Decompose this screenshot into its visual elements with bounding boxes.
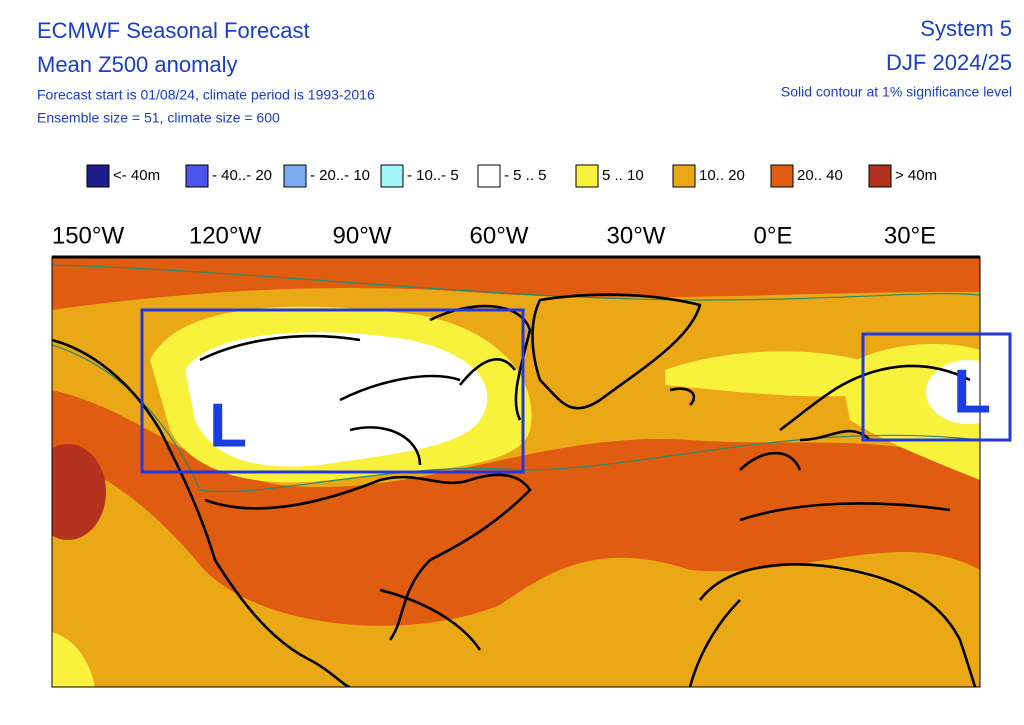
longitude-label: 60°W [470, 222, 529, 249]
legend-swatch [477, 164, 501, 188]
system: System 5 [920, 16, 1012, 41]
low-marker: L [209, 391, 247, 460]
contour-note: Solid contour at 1% significance level [781, 84, 1012, 100]
legend-label: - 5 .. 5 [504, 167, 547, 184]
map [52, 257, 980, 687]
longitude-label: 0°E [754, 222, 793, 249]
region-box [861, 332, 1012, 442]
title: ECMWF Seasonal Forecast [37, 18, 310, 43]
legend-label: - 40..- 20 [212, 167, 272, 184]
longitude-label: 30°E [884, 222, 936, 249]
legend-swatch [283, 164, 307, 188]
legend-swatch [672, 164, 696, 188]
low-marker: L [953, 357, 991, 426]
legend-label: <- 40m [113, 167, 160, 184]
legend-swatch [380, 164, 404, 188]
legend-swatch [868, 164, 892, 188]
ensemble-info: Ensemble size = 51, climate size = 600 [37, 110, 280, 126]
legend-swatch [770, 164, 794, 188]
legend-swatch [575, 164, 599, 188]
subtitle: Mean Z500 anomaly [37, 52, 238, 77]
legend-label: - 20..- 10 [310, 167, 370, 184]
longitude-label: 150°W [52, 222, 125, 249]
longitude-label: 120°W [189, 222, 262, 249]
legend-swatch [185, 164, 209, 188]
legend-label: 5 .. 10 [602, 167, 644, 184]
forecast-info: Forecast start is 01/08/24, climate peri… [37, 87, 375, 103]
longitude-label: 30°W [607, 222, 666, 249]
period: DJF 2024/25 [886, 50, 1012, 75]
legend-swatch [86, 164, 110, 188]
legend-label: > 40m [895, 167, 937, 184]
region-box [140, 308, 525, 474]
longitude-label: 90°W [333, 222, 392, 249]
legend-label: 10.. 20 [699, 167, 745, 184]
legend-label: 20.. 40 [797, 167, 843, 184]
legend-label: - 10..- 5 [407, 167, 459, 184]
